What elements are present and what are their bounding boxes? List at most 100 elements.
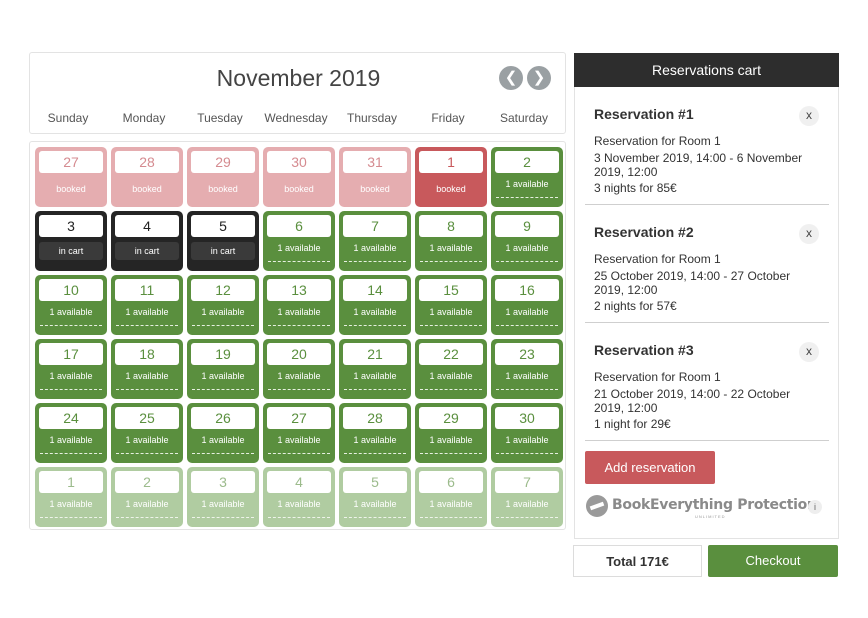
day-number: 18: [115, 343, 179, 365]
calendar-day-cell[interactable]: 1 1 available: [35, 467, 107, 527]
protection-badge: BookEverything Protection UNLIMITED i: [585, 492, 825, 520]
day-number: 13: [267, 279, 331, 301]
calendar-day-cell[interactable]: 12 1 available: [187, 275, 259, 335]
calendar-day-cell[interactable]: 9 1 available: [491, 211, 563, 271]
day-number: 24: [39, 407, 103, 429]
chevron-right-icon[interactable]: ❯: [527, 66, 551, 90]
day-number: 3: [191, 471, 255, 493]
calendar-day-cell[interactable]: 11 1 available: [111, 275, 183, 335]
day-number: 6: [267, 215, 331, 237]
calendar-day-cell[interactable]: 16 1 available: [491, 275, 563, 335]
calendar-day-cell[interactable]: 4 in cart: [111, 211, 183, 271]
info-icon[interactable]: i: [808, 500, 822, 514]
day-status-label: 1 available: [49, 307, 93, 317]
calendar-day-cell[interactable]: 4 1 available: [263, 467, 335, 527]
day-status-label: booked: [56, 184, 86, 194]
checkout-button[interactable]: Checkout: [708, 545, 838, 577]
calendar-day-cell[interactable]: 19 1 available: [187, 339, 259, 399]
day-status-label: booked: [360, 184, 390, 194]
weekday-label: Monday: [122, 111, 166, 125]
calendar-day-cell[interactable]: 6 1 available: [263, 211, 335, 271]
day-status-label: in cart: [115, 242, 179, 260]
calendar-day-cell[interactable]: 3 1 available: [187, 467, 259, 527]
chevron-left-icon[interactable]: ❮: [499, 66, 523, 90]
calendar-day-cell[interactable]: 7 1 available: [491, 467, 563, 527]
calendar-day-cell[interactable]: 22 1 available: [415, 339, 487, 399]
calendar-day-cell[interactable]: 29 1 available: [415, 403, 487, 463]
day-number: 28: [343, 407, 407, 429]
calendar-day-cell[interactable]: 13 1 available: [263, 275, 335, 335]
day-number: 8: [419, 215, 483, 237]
day-status-label: 1 available: [277, 499, 321, 509]
dashed-divider: [496, 325, 558, 326]
reservation-dates: 3 November 2019, 14:00 - 6 November 2019…: [594, 151, 803, 179]
calendar-day-cell[interactable]: 8 1 available: [415, 211, 487, 271]
remove-reservation-button[interactable]: x: [799, 106, 819, 126]
month-title: November 2019: [216, 65, 381, 91]
calendar-day-cell[interactable]: 5 in cart: [187, 211, 259, 271]
calendar-day-cell[interactable]: 18 1 available: [111, 339, 183, 399]
dashed-divider: [420, 517, 482, 518]
calendar-day-cell[interactable]: 5 1 available: [339, 467, 411, 527]
day-status-label: 1 available: [277, 371, 321, 381]
day-number: 20: [267, 343, 331, 365]
reservation-card: Reservation #1 x Reservation for Room 1 …: [585, 87, 829, 205]
remove-reservation-button[interactable]: x: [799, 224, 819, 244]
dashed-divider: [116, 325, 178, 326]
calendar-day-cell[interactable]: 27 1 available: [263, 403, 335, 463]
protection-name: BookEverything Protection: [612, 497, 817, 513]
calendar-day-cell[interactable]: 2 1 available: [491, 147, 563, 207]
divider: [585, 322, 829, 323]
day-status-label: 1 available: [125, 499, 169, 509]
calendar-day-cell[interactable]: 10 1 available: [35, 275, 107, 335]
calendar-day-cell[interactable]: 21 1 available: [339, 339, 411, 399]
dashed-divider: [344, 325, 406, 326]
day-number: 17: [39, 343, 103, 365]
calendar-day-cell[interactable]: 17 1 available: [35, 339, 107, 399]
calendar-day-cell[interactable]: 28 1 available: [339, 403, 411, 463]
cart-total: Total 171€: [573, 545, 702, 577]
add-reservation-button[interactable]: Add reservation: [585, 451, 715, 484]
calendar-day-cell[interactable]: 15 1 available: [415, 275, 487, 335]
reservation-dates: 25 October 2019, 14:00 - 27 October 2019…: [594, 269, 791, 297]
day-number: 7: [495, 471, 559, 493]
reservation-price: 1 night for 29€: [594, 417, 671, 431]
dashed-divider: [496, 197, 558, 198]
calendar-day-cell[interactable]: 26 1 available: [187, 403, 259, 463]
remove-reservation-button[interactable]: x: [799, 342, 819, 362]
day-number: 27: [39, 151, 103, 173]
day-status-label: 1 available: [201, 435, 245, 445]
day-status-label: in cart: [191, 242, 255, 260]
dashed-divider: [116, 389, 178, 390]
day-number: 28: [115, 151, 179, 173]
calendar-day-cell[interactable]: 14 1 available: [339, 275, 411, 335]
calendar-day-cell[interactable]: 30 1 available: [491, 403, 563, 463]
calendar-day-cell[interactable]: 25 1 available: [111, 403, 183, 463]
day-status-label: 1 available: [505, 371, 549, 381]
calendar-day-cell[interactable]: 7 1 available: [339, 211, 411, 271]
dashed-divider: [344, 389, 406, 390]
dashed-divider: [344, 453, 406, 454]
day-status-label: booked: [208, 184, 238, 194]
divider: [585, 440, 829, 441]
dashed-divider: [40, 325, 102, 326]
calendar-day-cell[interactable]: 3 in cart: [35, 211, 107, 271]
calendar-day-cell[interactable]: 24 1 available: [35, 403, 107, 463]
calendar-day-cell: 29 booked: [187, 147, 259, 207]
reservation-room: Reservation for Room 1: [594, 134, 721, 148]
calendar-day-cell[interactable]: 2 1 available: [111, 467, 183, 527]
reservation-title: Reservation #3: [594, 342, 694, 358]
reservation-title: Reservation #2: [594, 224, 694, 240]
day-status-label: 1 available: [505, 307, 549, 317]
calendar-day-cell[interactable]: 23 1 available: [491, 339, 563, 399]
day-status-label: 1 available: [201, 499, 245, 509]
dashed-divider: [344, 261, 406, 262]
calendar-day-cell[interactable]: 6 1 available: [415, 467, 487, 527]
calendar-day-cell: 27 booked: [35, 147, 107, 207]
reservation-card: Reservation #3 x Reservation for Room 1 …: [585, 323, 829, 441]
day-status-label: 1 available: [505, 435, 549, 445]
day-number: 21: [343, 343, 407, 365]
calendar-day-cell[interactable]: 20 1 available: [263, 339, 335, 399]
day-status-label: 1 available: [277, 435, 321, 445]
dashed-divider: [268, 325, 330, 326]
